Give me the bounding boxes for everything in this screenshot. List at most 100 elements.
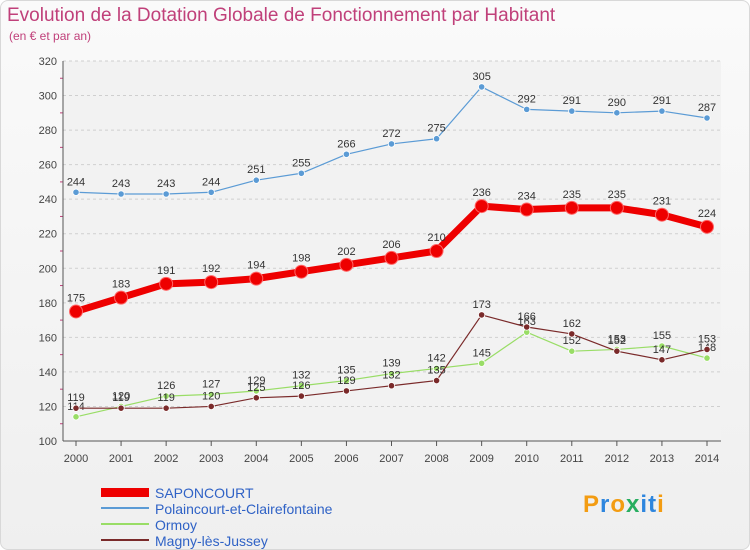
data-point	[654, 207, 669, 222]
data-point	[564, 200, 579, 215]
y-tick-label: 220	[39, 229, 57, 241]
x-tick-label: 2006	[334, 453, 358, 465]
data-point	[387, 370, 396, 378]
y-tick-label: 120	[39, 401, 57, 413]
y-tick-label: 140	[39, 367, 57, 379]
x-tick-label: 2002	[154, 453, 178, 465]
x-tick-label: 2003	[199, 453, 223, 465]
logo-letter: P	[583, 491, 601, 518]
data-label: 120	[202, 390, 220, 402]
data-label: 142	[427, 352, 445, 364]
data-point	[523, 105, 531, 113]
legend-label: Magny-lès-Jussey	[155, 533, 268, 549]
data-label: 173	[472, 299, 490, 311]
data-point	[342, 150, 351, 158]
x-tick-label: 2010	[514, 453, 538, 465]
data-point	[432, 364, 441, 373]
data-label: 292	[518, 93, 536, 105]
data-point	[342, 387, 351, 395]
logo-letter: r	[600, 491, 611, 518]
legend-label: SAPONCOURT	[155, 485, 254, 501]
data-label: 210	[427, 232, 445, 244]
data-point	[429, 244, 444, 258]
data-label: 234	[518, 191, 536, 203]
data-point	[117, 190, 125, 198]
data-point	[703, 114, 711, 122]
data-point	[432, 135, 441, 143]
x-tick-label: 2013	[650, 453, 674, 465]
data-point	[114, 290, 129, 305]
x-tick-label: 2001	[109, 453, 133, 465]
data-point	[297, 382, 305, 390]
data-point	[478, 359, 486, 367]
data-point	[387, 382, 396, 390]
data-label: 135	[337, 365, 355, 377]
y-tick-label: 280	[39, 125, 57, 137]
data-label: 224	[698, 208, 716, 220]
data-label: 194	[247, 260, 265, 272]
data-label: 119	[112, 392, 130, 404]
data-label: 162	[563, 318, 581, 330]
data-point	[69, 304, 83, 319]
data-point	[252, 387, 260, 395]
data-label: 202	[337, 246, 355, 258]
x-tick-label: 2005	[289, 453, 313, 465]
legend-swatch	[101, 488, 149, 497]
data-point	[207, 188, 215, 196]
data-label: 255	[292, 157, 310, 169]
data-label: 235	[608, 189, 626, 201]
proxiti-logo: Proxiti	[583, 491, 665, 519]
data-label: 236	[472, 187, 490, 199]
data-point	[384, 250, 399, 265]
data-label: 243	[157, 178, 175, 190]
data-point	[162, 404, 170, 412]
data-label: 275	[427, 123, 445, 135]
data-label: 243	[112, 178, 130, 190]
data-point	[387, 140, 396, 148]
data-point	[609, 200, 624, 215]
data-point	[252, 394, 260, 402]
data-label: 166	[518, 311, 536, 323]
data-point	[249, 271, 264, 286]
logo-letter: x	[626, 491, 641, 518]
data-label: 231	[653, 196, 671, 208]
logo-letter: i	[657, 491, 665, 518]
data-label: 251	[247, 164, 265, 176]
data-label: 175	[67, 292, 85, 304]
legend-label: Polaincourt-et-Clairefontaine	[155, 501, 333, 517]
data-point	[568, 107, 576, 115]
data-point	[159, 276, 174, 291]
x-tick-label: 2011	[560, 453, 584, 465]
data-label: 126	[157, 380, 175, 392]
data-point	[162, 190, 170, 198]
data-label: 244	[67, 176, 85, 188]
logo-letter: o	[610, 491, 627, 518]
y-tick-label: 160	[39, 332, 57, 344]
data-label: 206	[382, 239, 400, 251]
x-tick-label: 2009	[469, 453, 493, 465]
data-point	[523, 323, 531, 331]
data-point	[72, 413, 80, 421]
data-label: 129	[337, 375, 355, 387]
data-point	[204, 275, 219, 290]
data-label: 135	[427, 365, 445, 377]
legend-swatch	[101, 539, 149, 541]
x-tick-label: 2007	[379, 453, 403, 465]
data-point	[339, 257, 354, 272]
data-label: 147	[653, 344, 671, 356]
data-label: 127	[202, 378, 220, 390]
y-tick-label: 100	[39, 436, 57, 448]
data-label: 129	[247, 375, 265, 387]
data-point	[568, 347, 576, 355]
data-label: 152	[563, 335, 581, 347]
data-point	[613, 347, 621, 355]
data-point	[252, 176, 260, 184]
data-point	[658, 342, 666, 350]
data-label: 244	[202, 176, 220, 188]
data-label: 153	[698, 333, 716, 345]
logo-letter: i	[640, 491, 649, 518]
data-point	[658, 107, 666, 115]
data-point	[432, 376, 441, 385]
